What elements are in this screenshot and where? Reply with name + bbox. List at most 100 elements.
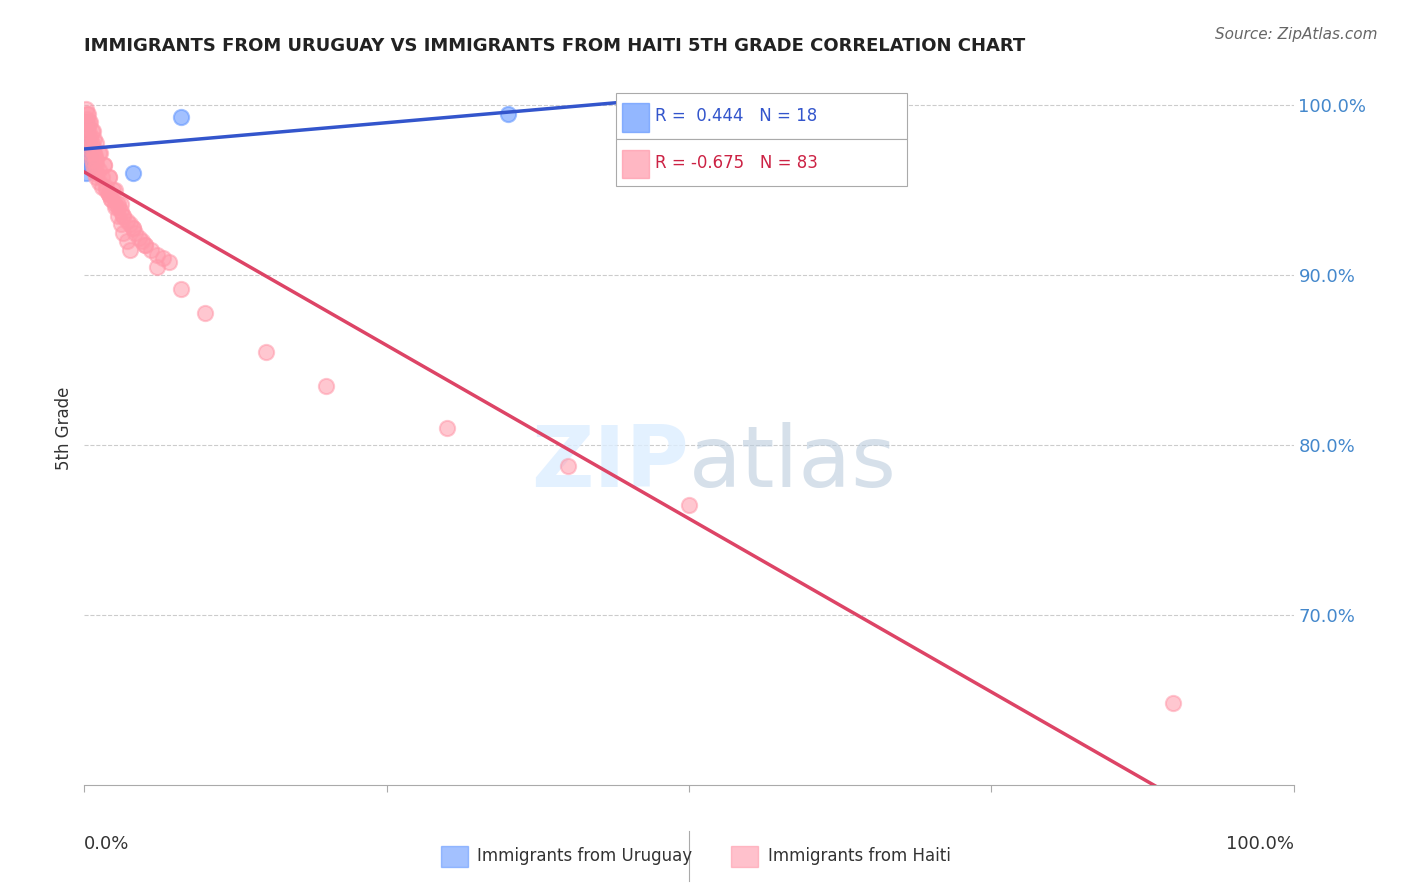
Point [87,145,110,160]
Point [121,220,143,235]
Point [75,119,97,133]
Point [93,158,115,172]
Point [76,124,98,138]
Point [100,192,122,206]
Point [77,126,100,140]
Point [1161,697,1184,711]
Text: IMMIGRANTS FROM URUGUAY VS IMMIGRANTS FROM HAITI 5TH GRADE CORRELATION CHART: IMMIGRANTS FROM URUGUAY VS IMMIGRANTS FR… [84,37,1025,54]
Text: Source: ZipAtlas.com: Source: ZipAtlas.com [1215,27,1378,42]
Point [80,124,103,138]
Point [131,234,153,248]
Point [97,186,120,201]
Point [77,119,100,133]
Point [83,162,105,177]
Point [194,305,217,319]
Point [75,132,97,146]
Point [83,145,105,160]
Point [120,217,142,231]
Point [77,149,100,163]
Point [120,243,142,257]
Point [82,124,104,138]
Point [77,141,100,155]
Point [124,226,146,240]
Point [94,180,117,194]
Point [86,169,108,184]
Point [97,169,120,184]
Point [254,344,277,359]
Bar [623,103,650,132]
Point [104,183,127,197]
Point [157,254,180,268]
Point [107,200,129,214]
Point [112,209,135,223]
Point [75,115,97,129]
Point [110,217,132,231]
Bar [623,150,650,178]
Point [86,158,108,172]
Point [678,498,700,512]
Point [79,132,101,146]
Point [107,197,129,211]
Point [77,132,100,146]
Point [557,458,579,473]
Point [97,186,120,201]
Text: 100.0%: 100.0% [1226,835,1294,853]
Point [100,192,122,206]
Point [97,186,120,201]
Point [77,153,100,167]
Text: 0.0%: 0.0% [84,835,129,853]
Point [76,141,98,155]
Point [75,124,97,138]
Point [110,197,132,211]
Point [87,162,110,177]
Text: R =  0.444   N = 18: R = 0.444 N = 18 [655,107,817,125]
Point [87,175,110,189]
Point [77,149,100,163]
Point [170,110,193,124]
Point [89,145,111,160]
Point [91,169,114,184]
Point [93,158,115,172]
Point [79,115,101,129]
Bar [441,846,468,867]
Point [76,132,98,146]
Point [107,209,129,223]
Point [134,237,156,252]
Point [75,115,97,129]
Point [110,203,132,218]
Point [76,145,98,160]
Point [76,107,98,121]
Text: ZIP: ZIP [531,422,689,506]
Bar [731,846,758,867]
Text: Immigrants from Uruguay: Immigrants from Uruguay [478,847,693,865]
Point [496,107,519,121]
Point [77,158,100,172]
Point [80,153,103,167]
Point [436,421,458,435]
Point [112,209,135,223]
Point [91,180,114,194]
Point [75,102,97,116]
FancyBboxPatch shape [616,139,907,186]
Point [139,243,162,257]
Point [79,158,101,172]
Point [170,282,193,296]
Point [128,231,150,245]
Point [84,166,107,180]
Y-axis label: 5th Grade: 5th Grade [55,386,73,470]
Point [82,141,104,155]
Point [86,153,108,167]
Point [152,252,174,266]
Point [86,136,108,150]
Text: atlas: atlas [689,422,897,506]
Point [115,234,138,248]
Point [77,115,100,129]
Point [146,248,169,262]
Point [134,237,156,252]
Point [77,136,100,150]
Point [121,166,143,180]
Point [76,141,98,155]
Point [84,149,107,163]
Point [315,378,337,392]
Point [83,132,105,146]
